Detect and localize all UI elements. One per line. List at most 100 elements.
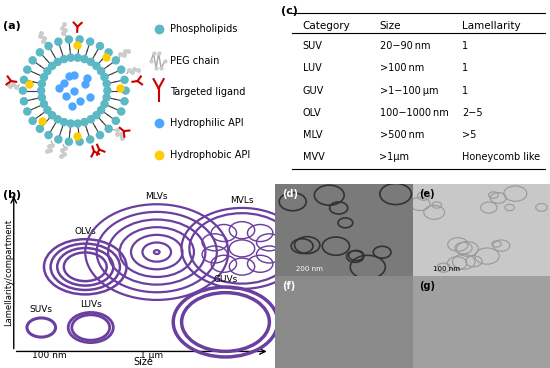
Text: 1 μm: 1 μm bbox=[140, 351, 163, 360]
Circle shape bbox=[39, 80, 46, 87]
Circle shape bbox=[118, 108, 125, 115]
Text: MVV: MVV bbox=[302, 152, 324, 162]
Circle shape bbox=[105, 49, 112, 56]
Circle shape bbox=[81, 56, 88, 63]
Circle shape bbox=[93, 112, 100, 119]
Circle shape bbox=[87, 59, 95, 66]
Circle shape bbox=[67, 120, 74, 127]
Text: (a): (a) bbox=[3, 21, 20, 31]
Text: Honeycomb like: Honeycomb like bbox=[462, 152, 540, 162]
Text: >5: >5 bbox=[462, 130, 476, 140]
Text: MLV: MLV bbox=[302, 130, 322, 140]
Circle shape bbox=[97, 68, 104, 75]
Circle shape bbox=[24, 66, 31, 73]
Text: Targeted ligand: Targeted ligand bbox=[170, 87, 245, 97]
Circle shape bbox=[67, 54, 74, 61]
Text: 100 nm: 100 nm bbox=[32, 351, 67, 360]
Circle shape bbox=[44, 106, 51, 114]
Circle shape bbox=[118, 66, 125, 73]
Circle shape bbox=[37, 87, 45, 94]
Text: >500 nm: >500 nm bbox=[379, 130, 424, 140]
Circle shape bbox=[105, 125, 112, 132]
Circle shape bbox=[41, 100, 47, 107]
Circle shape bbox=[55, 38, 62, 45]
Text: SUV: SUV bbox=[302, 41, 322, 52]
Circle shape bbox=[81, 118, 88, 125]
Circle shape bbox=[74, 120, 81, 127]
Text: >1−100 μm: >1−100 μm bbox=[379, 85, 438, 96]
Circle shape bbox=[121, 98, 128, 105]
Text: GUV: GUV bbox=[302, 85, 324, 96]
Text: GUVs: GUVs bbox=[213, 275, 238, 284]
Text: (e): (e) bbox=[419, 189, 435, 199]
Text: Category: Category bbox=[302, 21, 350, 31]
Circle shape bbox=[96, 131, 103, 139]
Text: PEG chain: PEG chain bbox=[170, 56, 219, 66]
Circle shape bbox=[24, 108, 31, 115]
Circle shape bbox=[101, 74, 108, 81]
Circle shape bbox=[54, 59, 61, 66]
Text: (g): (g) bbox=[419, 281, 436, 291]
Circle shape bbox=[55, 136, 62, 143]
Circle shape bbox=[86, 136, 94, 143]
Circle shape bbox=[41, 74, 47, 81]
Text: MVLs: MVLs bbox=[230, 196, 254, 205]
Text: 100−1000 nm: 100−1000 nm bbox=[379, 107, 448, 118]
Circle shape bbox=[29, 117, 36, 124]
Text: 1: 1 bbox=[462, 41, 468, 52]
Text: SUVs: SUVs bbox=[30, 305, 53, 314]
Circle shape bbox=[101, 100, 108, 107]
Circle shape bbox=[76, 36, 83, 43]
Circle shape bbox=[60, 56, 68, 63]
Circle shape bbox=[20, 76, 28, 84]
Text: >100 nm: >100 nm bbox=[379, 63, 424, 74]
Text: 100 nm: 100 nm bbox=[433, 266, 460, 272]
Text: Size: Size bbox=[379, 21, 401, 31]
Circle shape bbox=[48, 112, 56, 119]
Circle shape bbox=[76, 138, 83, 145]
Text: 2−5: 2−5 bbox=[462, 107, 483, 118]
Circle shape bbox=[122, 87, 129, 94]
Circle shape bbox=[48, 63, 56, 70]
Text: Phospholipids: Phospholipids bbox=[170, 24, 238, 35]
Circle shape bbox=[121, 76, 128, 84]
Circle shape bbox=[103, 94, 110, 101]
Circle shape bbox=[39, 94, 46, 101]
Text: (c): (c) bbox=[280, 6, 298, 15]
Circle shape bbox=[29, 57, 36, 64]
Text: Lamellarity/compartment: Lamellarity/compartment bbox=[4, 219, 13, 326]
Text: Hydrophilic API: Hydrophilic API bbox=[170, 118, 244, 128]
Circle shape bbox=[93, 63, 100, 70]
Circle shape bbox=[112, 57, 119, 64]
Circle shape bbox=[44, 68, 51, 75]
Circle shape bbox=[97, 106, 104, 114]
Circle shape bbox=[45, 43, 52, 50]
Circle shape bbox=[86, 38, 94, 45]
Text: LUV: LUV bbox=[302, 63, 321, 74]
Text: Size: Size bbox=[133, 357, 153, 367]
Text: (d): (d) bbox=[282, 189, 298, 199]
Text: >1μm: >1μm bbox=[379, 152, 410, 162]
Text: OLV: OLV bbox=[302, 107, 321, 118]
Circle shape bbox=[19, 87, 26, 94]
Circle shape bbox=[20, 98, 28, 105]
Text: MLVs: MLVs bbox=[146, 192, 168, 201]
Circle shape bbox=[103, 80, 110, 87]
Text: 1: 1 bbox=[462, 63, 468, 74]
Circle shape bbox=[54, 116, 61, 123]
Text: Hydrophobic API: Hydrophobic API bbox=[170, 149, 250, 160]
Circle shape bbox=[65, 36, 73, 43]
Text: 200 nm: 200 nm bbox=[296, 266, 322, 272]
Text: Lamellarity: Lamellarity bbox=[462, 21, 521, 31]
Text: 1: 1 bbox=[462, 85, 468, 96]
Text: LUVs: LUVs bbox=[80, 300, 102, 309]
Circle shape bbox=[60, 118, 68, 125]
Text: (f): (f) bbox=[282, 281, 295, 291]
Circle shape bbox=[96, 43, 103, 50]
Text: (b): (b) bbox=[3, 190, 21, 199]
Circle shape bbox=[104, 87, 111, 94]
Circle shape bbox=[74, 54, 81, 61]
Text: OLVs: OLVs bbox=[74, 227, 96, 236]
Circle shape bbox=[87, 116, 95, 123]
Circle shape bbox=[45, 131, 52, 139]
